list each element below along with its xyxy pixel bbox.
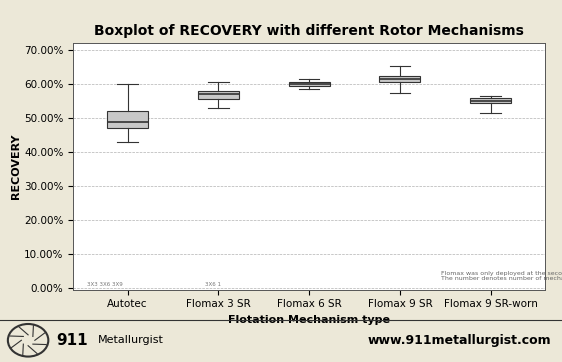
X-axis label: Flotation Mechanism type: Flotation Mechanism type — [228, 315, 390, 325]
PathPatch shape — [289, 82, 329, 86]
Text: www.911metallurgist.com: www.911metallurgist.com — [367, 334, 551, 347]
Y-axis label: RECOVERY: RECOVERY — [11, 134, 21, 199]
PathPatch shape — [107, 111, 148, 128]
PathPatch shape — [198, 91, 239, 100]
Text: 3X3 3X6 3X9: 3X3 3X6 3X9 — [87, 282, 123, 287]
PathPatch shape — [379, 76, 420, 83]
PathPatch shape — [470, 98, 511, 103]
Text: Metallurgist: Metallurgist — [98, 335, 164, 345]
Text: The number denotes number of mechanisms deployed against autotec mechanisms: The number denotes number of mechanisms … — [441, 276, 562, 281]
Title: Boxplot of RECOVERY with different Rotor Mechanisms: Boxplot of RECOVERY with different Rotor… — [94, 24, 524, 38]
Text: Flomax was only deployed at the secondary rougher bank with 9 cells: Flomax was only deployed at the secondar… — [441, 271, 562, 276]
Text: 3X6 1: 3X6 1 — [205, 282, 221, 287]
Text: 911: 911 — [56, 333, 88, 348]
